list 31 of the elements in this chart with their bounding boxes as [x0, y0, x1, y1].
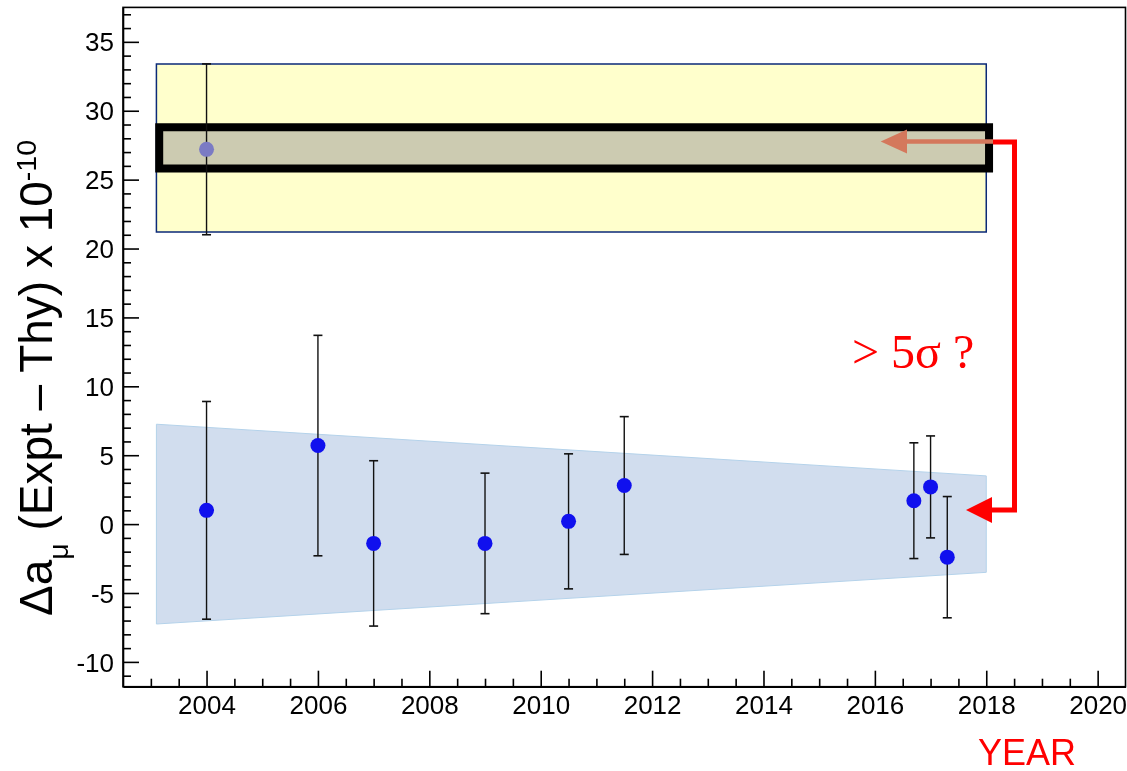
point — [310, 438, 326, 454]
x-tick-label: 2006 — [289, 690, 348, 721]
y-tick-label: 25 — [85, 165, 114, 196]
point — [939, 549, 955, 565]
x-tick-label: 2020 — [1069, 690, 1127, 721]
point — [366, 535, 382, 551]
point — [923, 479, 939, 495]
y-tick-label: 0 — [99, 509, 114, 540]
y-tick-label: 20 — [85, 234, 114, 265]
point — [477, 535, 493, 551]
y-tick-label: 30 — [85, 96, 114, 127]
point — [561, 513, 577, 529]
y-tick-label: 5 — [99, 440, 114, 471]
x-tick-label: 2012 — [623, 690, 682, 721]
annotation: > 5σ ? — [852, 325, 975, 378]
point — [906, 493, 922, 509]
y-tick-label: -10 — [76, 647, 114, 678]
point — [616, 478, 632, 494]
point — [199, 141, 215, 157]
x-tick-label: 2016 — [846, 690, 905, 721]
y-tick-label: 10 — [85, 371, 114, 402]
y-tick-label: 15 — [85, 303, 114, 334]
x-tick-label: 2018 — [957, 690, 1016, 721]
x-tick-label: 2004 — [178, 690, 236, 721]
x-axis-title: YEAR — [977, 732, 1077, 771]
x-tick-label: 2008 — [400, 690, 459, 721]
point — [199, 502, 215, 518]
y-tick-label: -5 — [90, 578, 114, 609]
x-tick-label: 2010 — [512, 690, 571, 721]
y-tick-label: 35 — [85, 27, 114, 58]
x-tick-label: 2014 — [735, 690, 793, 721]
